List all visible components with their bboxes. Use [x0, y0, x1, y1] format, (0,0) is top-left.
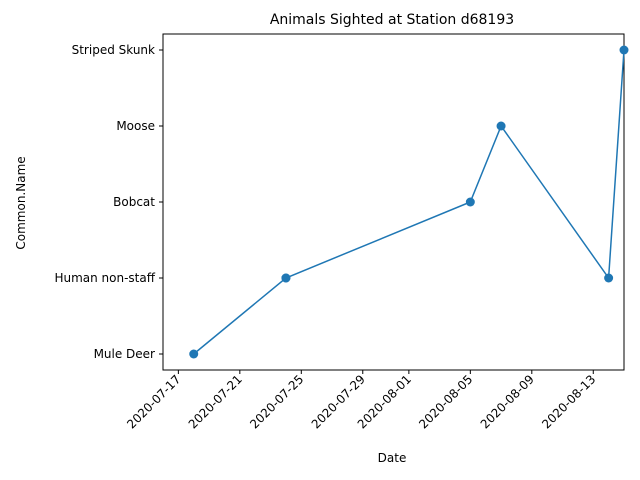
data-point [496, 121, 506, 131]
y-tick-label: Human non-staff [54, 271, 155, 285]
y-tick-label: Mule Deer [94, 347, 155, 361]
series-layer [189, 45, 629, 359]
data-point [465, 197, 475, 207]
x-tick-label: 2020-07-25 [247, 372, 306, 431]
x-tick-label: 2020-08-13 [539, 372, 598, 431]
y-axis: Mule Deer Human non-staff Bobcat Moose Strip… [54, 43, 163, 361]
data-point [281, 273, 291, 283]
data-point [619, 45, 629, 55]
x-axis: 2020-07-17 2020-07-21 2020-07-25 2020-07-29… [124, 370, 598, 431]
series-line [193, 49, 625, 355]
x-tick-label: 2020-07-21 [186, 372, 245, 431]
y-tick-label: Striped Skunk [72, 43, 155, 57]
y-tick-label: Bobcat [113, 195, 155, 209]
x-tick-label: 2020-08-05 [416, 372, 475, 431]
chart-title: Animals Sighted at Station d68193 [270, 12, 514, 28]
data-point [604, 273, 614, 283]
data-point [189, 349, 199, 359]
x-tick-label: 2020-07-17 [124, 372, 183, 431]
x-tick-label: 2020-08-09 [478, 372, 537, 431]
x-axis-label: Date [378, 451, 407, 465]
y-axis-label: Common.Name [14, 156, 28, 249]
y-tick-label: Moose [116, 119, 155, 133]
